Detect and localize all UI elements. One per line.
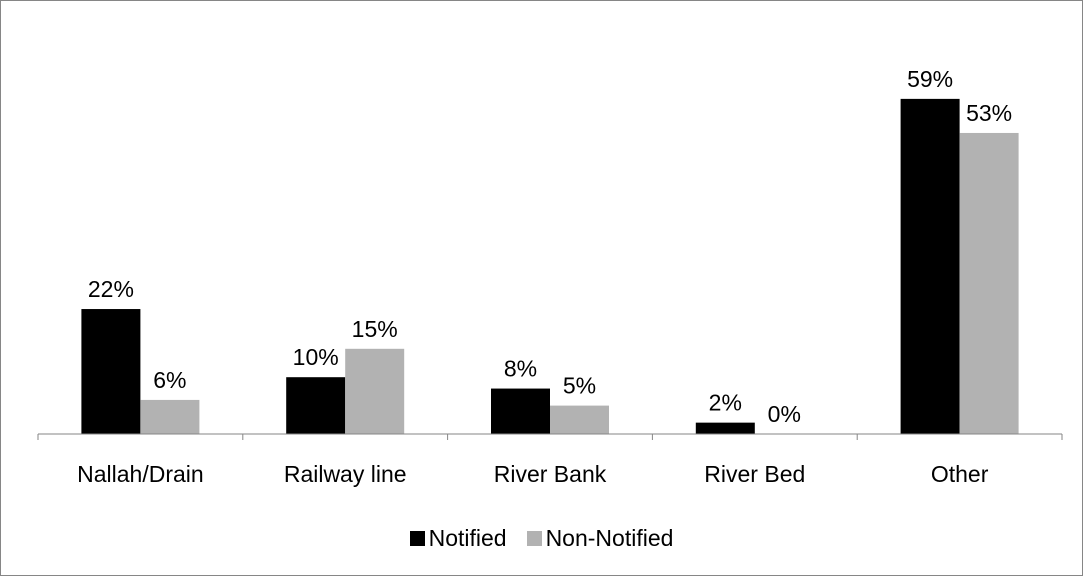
data-label-notified-other: 59%: [907, 66, 953, 92]
x-tick-label-river-bed: River Bed: [704, 461, 805, 487]
bar-non-notified-river-bank: [550, 405, 609, 434]
bar-notified-nallah-drain: [81, 309, 141, 434]
legend-item-notified: Notified: [409, 525, 507, 552]
bar-non-notified-railway-line: [345, 348, 405, 434]
x-tick-label-river-bank: River Bank: [494, 461, 607, 487]
bar-notified-other: [900, 98, 960, 434]
bar-notified-river-bed: [695, 422, 755, 434]
x-tick-label-nallah-drain: Nallah/Drain: [77, 461, 204, 487]
bar-non-notified-other: [959, 132, 1019, 434]
data-label-non-notified-other: 53%: [966, 100, 1012, 126]
data-label-notified-nallah-drain: 22%: [88, 276, 134, 302]
legend-label-notified: Notified: [428, 525, 507, 551]
x-tick-label-railway-line: Railway line: [284, 461, 407, 487]
bar-notified-river-bank: [491, 388, 550, 434]
data-label-non-notified-river-bed: 0%: [768, 401, 801, 427]
legend: Notified Non-Notified: [0, 525, 1083, 552]
data-label-notified-railway-line: 10%: [293, 344, 339, 370]
data-label-notified-river-bed: 2%: [709, 390, 742, 416]
x-tick-label-other: Other: [931, 461, 989, 487]
data-label-non-notified-river-bank: 5%: [563, 373, 596, 399]
bar-non-notified-nallah-drain: [140, 399, 200, 434]
data-label-non-notified-nallah-drain: 6%: [153, 367, 186, 393]
legend-item-non-notified: Non-Notified: [526, 525, 674, 552]
data-label-non-notified-railway-line: 15%: [352, 316, 398, 342]
legend-swatch-notified: [409, 531, 425, 546]
legend-swatch-non-notified: [526, 531, 542, 546]
data-label-notified-river-bank: 8%: [504, 356, 537, 382]
legend-label-non-notified: Non-Notified: [545, 525, 674, 551]
bar-notified-railway-line: [286, 377, 346, 434]
